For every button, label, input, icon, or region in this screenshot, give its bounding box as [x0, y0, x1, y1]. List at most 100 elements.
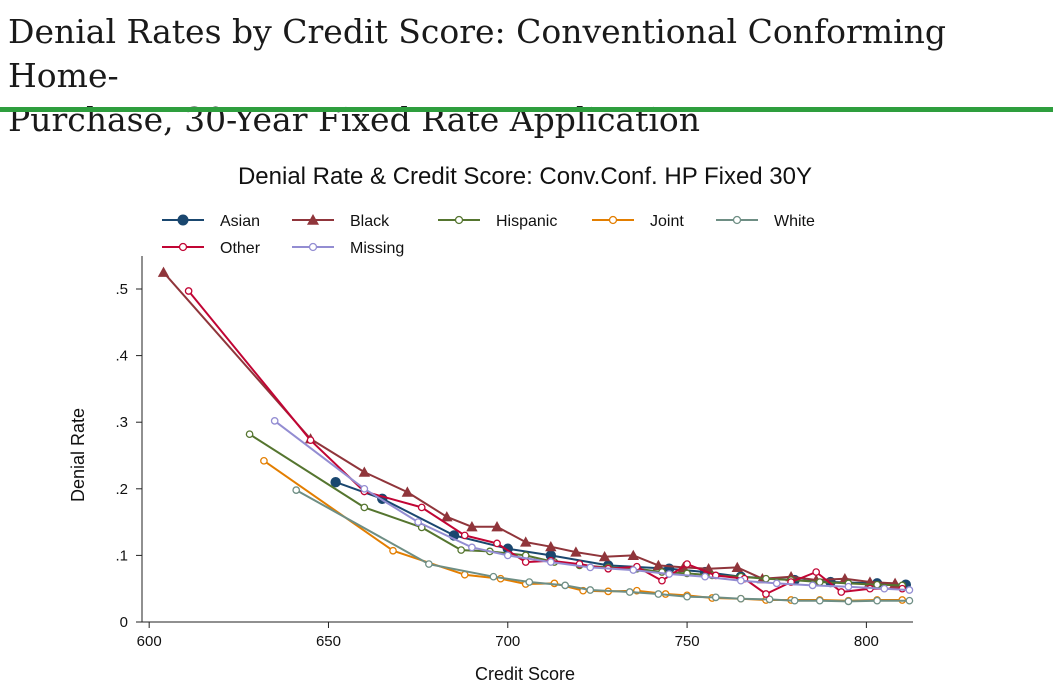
x-axis-label: Credit Score	[475, 664, 575, 684]
data-point-missing	[586, 563, 595, 572]
legend-marker-black	[307, 214, 319, 225]
legend-marker-asian	[177, 214, 189, 226]
data-point-hispanic	[245, 430, 254, 439]
data-point-missing	[270, 417, 279, 425]
legend-label-asian: Asian	[220, 213, 260, 230]
data-point-hispanic	[360, 503, 369, 512]
data-point-white	[815, 596, 824, 605]
legend-label-black: Black	[350, 213, 390, 230]
data-point-black	[466, 521, 478, 532]
data-point-white	[489, 572, 498, 581]
data-point-missing	[844, 582, 853, 591]
series-line-black	[162, 271, 896, 585]
data-point-missing	[701, 572, 709, 581]
series-asian	[330, 476, 912, 590]
legend-marker-hispanic	[454, 215, 464, 225]
plot-area	[157, 266, 914, 606]
data-point-missing	[808, 581, 817, 590]
data-point-white	[683, 592, 691, 601]
data-point-white	[654, 590, 663, 598]
y-tick-label: 0	[120, 614, 128, 631]
legend-item-joint: Joint	[592, 213, 684, 230]
data-point-white	[425, 560, 433, 568]
data-point-missing	[503, 551, 512, 560]
legend-marker-white	[732, 215, 742, 225]
y-tick-label: .3	[115, 414, 128, 431]
y-tick-label: .2	[115, 481, 128, 498]
data-point-white	[561, 581, 570, 590]
data-point-missing	[880, 584, 889, 593]
data-point-white	[292, 486, 301, 494]
data-point-missing	[772, 579, 781, 588]
x-tick-label: 750	[675, 633, 700, 650]
data-point-black	[520, 536, 532, 547]
data-point-black	[627, 549, 639, 560]
legend-item-hispanic: Hispanic	[438, 213, 557, 230]
data-point-white	[737, 594, 745, 603]
data-point-black	[401, 486, 414, 497]
data-point-hispanic	[815, 578, 824, 586]
data-point-missing	[665, 570, 673, 578]
data-point-other	[184, 287, 193, 295]
data-point-asian	[330, 476, 341, 488]
data-point-joint	[260, 456, 268, 465]
data-point-other	[837, 588, 846, 596]
data-point-missing	[414, 518, 422, 526]
y-tick-label: .1	[115, 547, 128, 564]
legend-marker-other	[178, 242, 188, 252]
series-black	[157, 266, 901, 588]
data-point-missing	[737, 576, 745, 585]
data-point-missing	[468, 543, 476, 552]
data-point-other	[417, 503, 426, 512]
data-point-hispanic	[457, 546, 466, 554]
y-axis-label: Denial Rate	[68, 408, 88, 502]
legend-item-white: White	[716, 213, 815, 230]
x-tick-label: 800	[854, 633, 879, 650]
chart-axes: 600 650 700 750 800 0 .1 .2 .3 .4 .5	[115, 256, 913, 650]
data-point-white	[844, 597, 853, 606]
data-point-white	[711, 593, 720, 602]
title-rule	[0, 107, 1053, 112]
data-point-black	[598, 551, 611, 562]
data-point-other	[683, 560, 691, 568]
legend-item-missing: Missing	[292, 240, 404, 257]
legend-item-other: Other	[162, 240, 261, 257]
data-point-missing	[905, 586, 914, 594]
data-point-black	[652, 559, 665, 570]
data-point-white	[873, 596, 881, 605]
data-point-white	[790, 596, 799, 605]
series-line-hispanic	[249, 433, 903, 587]
legend-item-black: Black	[292, 213, 390, 230]
data-point-other	[521, 558, 530, 566]
y-tick-label: .5	[115, 281, 128, 298]
series-white	[292, 486, 914, 606]
series-missing	[270, 417, 914, 594]
page-title: Denial Rates by Credit Score: Convention…	[8, 10, 1048, 142]
legend-label-white: White	[774, 213, 815, 230]
legend-marker-joint	[608, 215, 618, 225]
x-tick-label: 600	[137, 633, 162, 650]
data-point-black	[157, 266, 170, 277]
legend-label-joint: Joint	[650, 213, 684, 230]
data-point-other	[762, 590, 770, 598]
data-point-other	[493, 539, 501, 548]
data-point-white	[525, 578, 534, 586]
data-point-other	[460, 531, 469, 540]
data-point-other	[812, 568, 821, 576]
data-point-other	[658, 576, 666, 585]
data-point-black	[491, 521, 503, 532]
series-line-missing	[274, 420, 910, 591]
legend-label-other: Other	[220, 240, 261, 257]
data-point-joint	[389, 546, 397, 555]
data-point-missing	[546, 558, 555, 566]
data-point-white	[625, 588, 634, 596]
y-tick-label: .4	[115, 348, 128, 365]
data-point-black	[545, 541, 557, 552]
chart-legend: Asian Black Hispanic Joint White Other Missing	[162, 213, 815, 257]
data-point-black	[358, 466, 371, 477]
data-point-missing	[360, 484, 369, 493]
x-tick-label: 700	[495, 633, 520, 650]
data-point-white	[765, 595, 774, 604]
data-point-black	[570, 546, 582, 557]
